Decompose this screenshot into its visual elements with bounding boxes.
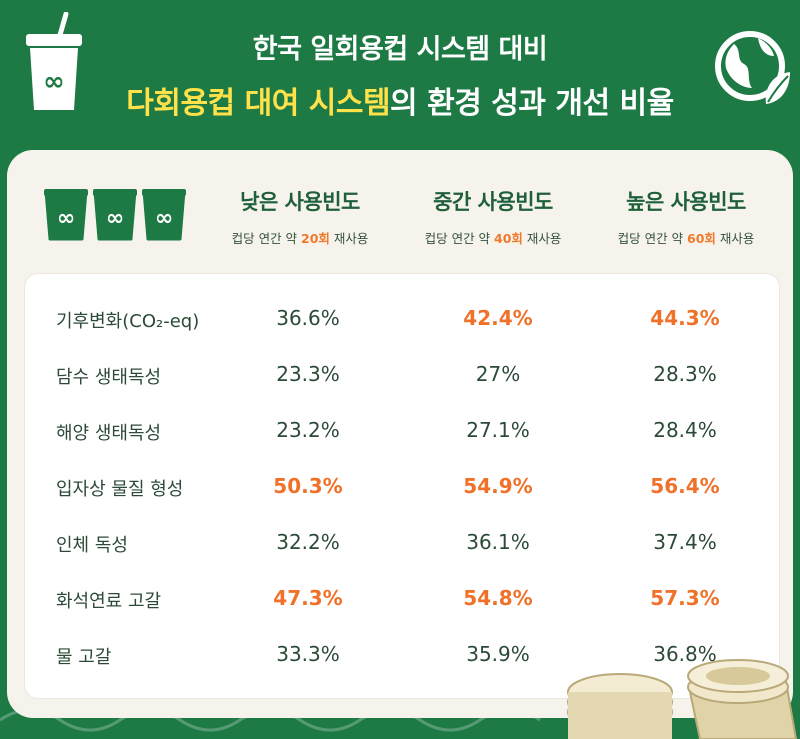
table-cell: 35.9% — [466, 642, 530, 666]
table-cell: 56.4% — [650, 474, 720, 498]
row-label: 담수 생태독성 — [56, 367, 162, 388]
column-subtitle: 컵당 연간 약 20회 재사용 — [200, 228, 400, 247]
row-label: 기후변화(CO₂-eq) — [56, 311, 200, 332]
subtitle-suffix: 재사용 — [329, 231, 369, 246]
cup-stack-illustration — [567, 659, 798, 739]
subtitle-prefix: 컵당 연간 약 — [617, 231, 688, 246]
subtitle-highlight: 20회 — [301, 231, 330, 246]
title-line-1: 한국 일회용컵 시스템 대비 — [252, 34, 548, 65]
table-cell: 36.8% — [653, 642, 717, 666]
svg-text:∞: ∞ — [43, 67, 65, 97]
subtitle-prefix: 컵당 연간 약 — [424, 231, 495, 246]
row-label: 인체 독성 — [56, 535, 128, 556]
table-cell: 28.3% — [653, 362, 717, 386]
column-name: 중간 사용빈도 — [433, 190, 553, 214]
table-cell: 33.3% — [276, 642, 340, 666]
column-header-medium: 중간 사용빈도 컵당 연간 약 40회 재사용 — [393, 186, 593, 247]
row-label: 화석연료 고갈 — [56, 591, 162, 612]
svg-text:∞: ∞ — [57, 206, 75, 231]
table-cell: 44.3% — [650, 306, 720, 330]
table-cell: 57.3% — [650, 586, 720, 610]
svg-text:∞: ∞ — [155, 206, 173, 231]
table-cell: 54.9% — [463, 474, 533, 498]
subtitle-suffix: 재사용 — [715, 231, 755, 246]
table-cell: 47.3% — [273, 586, 343, 610]
column-subtitle: 컵당 연간 약 60회 재사용 — [586, 228, 786, 247]
reusable-cup-icon: ∞ — [26, 12, 82, 110]
header: ∞ 한국 일회용컵 시스템 대비 다회용컵 대여 시스템의 환경 성과 개선 비… — [0, 0, 800, 150]
svg-text:∞: ∞ — [106, 206, 124, 231]
table-cell: 23.2% — [276, 418, 340, 442]
table-cell: 28.4% — [653, 418, 717, 442]
table-cell: 23.3% — [276, 362, 340, 386]
subtitle-highlight: 40회 — [494, 231, 523, 246]
subtitle-prefix: 컵당 연간 약 — [231, 231, 302, 246]
title-highlight: 다회용컵 대여 시스템 — [126, 86, 391, 121]
row-label: 입자상 물질 형성 — [56, 479, 184, 500]
table-cell: 42.4% — [463, 306, 533, 330]
table-cell: 27.1% — [466, 418, 530, 442]
globe-leaf-icon — [715, 31, 790, 104]
column-header-low: 낮은 사용빈도 컵당 연간 약 20회 재사용 — [200, 186, 400, 247]
table-cell: 36.6% — [276, 306, 340, 330]
row-label: 해양 생태독성 — [56, 423, 162, 444]
column-name: 높은 사용빈도 — [626, 190, 746, 214]
subtitle-suffix: 재사용 — [522, 231, 562, 246]
column-subtitle: 컵당 연간 약 40회 재사용 — [393, 228, 593, 247]
table-cell: 36.1% — [466, 530, 530, 554]
reusable-cups-icon: ∞ ∞ ∞ — [44, 189, 186, 241]
title-line-2-rest: 의 환경 성과 개선 비율 — [390, 86, 674, 121]
data-table — [24, 273, 780, 699]
column-name: 낮은 사용빈도 — [240, 190, 360, 214]
table-cell: 27% — [475, 362, 521, 386]
column-header-high: 높은 사용빈도 컵당 연간 약 60회 재사용 — [586, 186, 786, 247]
table-cell: 32.2% — [276, 530, 340, 554]
subtitle-highlight: 60회 — [687, 231, 716, 246]
table-cell: 50.3% — [273, 474, 343, 498]
title-line-2: 다회용컵 대여 시스템의 환경 성과 개선 비율 — [0, 78, 800, 122]
row-label: 물 고갈 — [56, 647, 112, 668]
table-cell: 54.8% — [463, 586, 533, 610]
table-cell: 37.4% — [653, 530, 717, 554]
